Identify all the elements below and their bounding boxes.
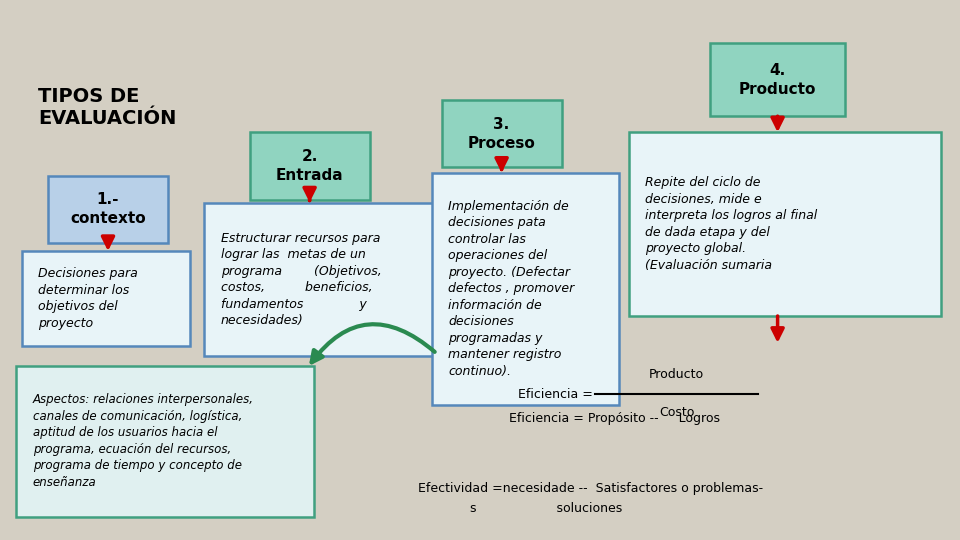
Text: s                    soluciones: s soluciones	[470, 502, 623, 515]
FancyBboxPatch shape	[16, 366, 314, 517]
Text: Costo: Costo	[660, 406, 694, 419]
FancyBboxPatch shape	[250, 132, 370, 200]
Text: Estructurar recursos para
lograr las  metas de un
programa        (Objetivos,
co: Estructurar recursos para lograr las met…	[221, 232, 381, 327]
Text: Aspectos: relaciones interpersonales,
canales de comunicación, logística,
aptitu: Aspectos: relaciones interpersonales, ca…	[33, 394, 253, 489]
FancyBboxPatch shape	[48, 176, 168, 243]
Text: Decisiones para
determinar los
objetivos del
proyecto: Decisiones para determinar los objetivos…	[38, 267, 138, 329]
Text: 4.
Producto: 4. Producto	[739, 63, 816, 97]
Text: 1.-
contexto: 1.- contexto	[70, 192, 146, 226]
Text: TIPOS DE
EVALUACIÓN: TIPOS DE EVALUACIÓN	[38, 87, 177, 129]
Text: Producto: Producto	[649, 368, 705, 381]
Text: Eficiencia = Propósito --     Logros: Eficiencia = Propósito -- Logros	[509, 412, 720, 425]
Text: Efectividad =necesidade --  Satisfactores o problemas-: Efectividad =necesidade -- Satisfactores…	[418, 482, 763, 495]
FancyBboxPatch shape	[204, 202, 435, 356]
FancyBboxPatch shape	[432, 173, 619, 405]
Text: 2.
Entrada: 2. Entrada	[276, 149, 344, 183]
FancyBboxPatch shape	[629, 132, 941, 316]
FancyBboxPatch shape	[710, 43, 845, 116]
FancyBboxPatch shape	[442, 100, 562, 167]
FancyBboxPatch shape	[22, 251, 190, 346]
Text: Repite del ciclo de
decisiones, mide e
interpreta los logros al final
de dada et: Repite del ciclo de decisiones, mide e i…	[645, 177, 817, 272]
Text: 3.
Proceso: 3. Proceso	[468, 117, 536, 151]
Text: Implementación de
decisiones pata
controlar las
operaciones del
proyecto. (Defec: Implementación de decisiones pata contro…	[448, 200, 575, 378]
Text: Eficiencia =: Eficiencia =	[518, 388, 593, 401]
